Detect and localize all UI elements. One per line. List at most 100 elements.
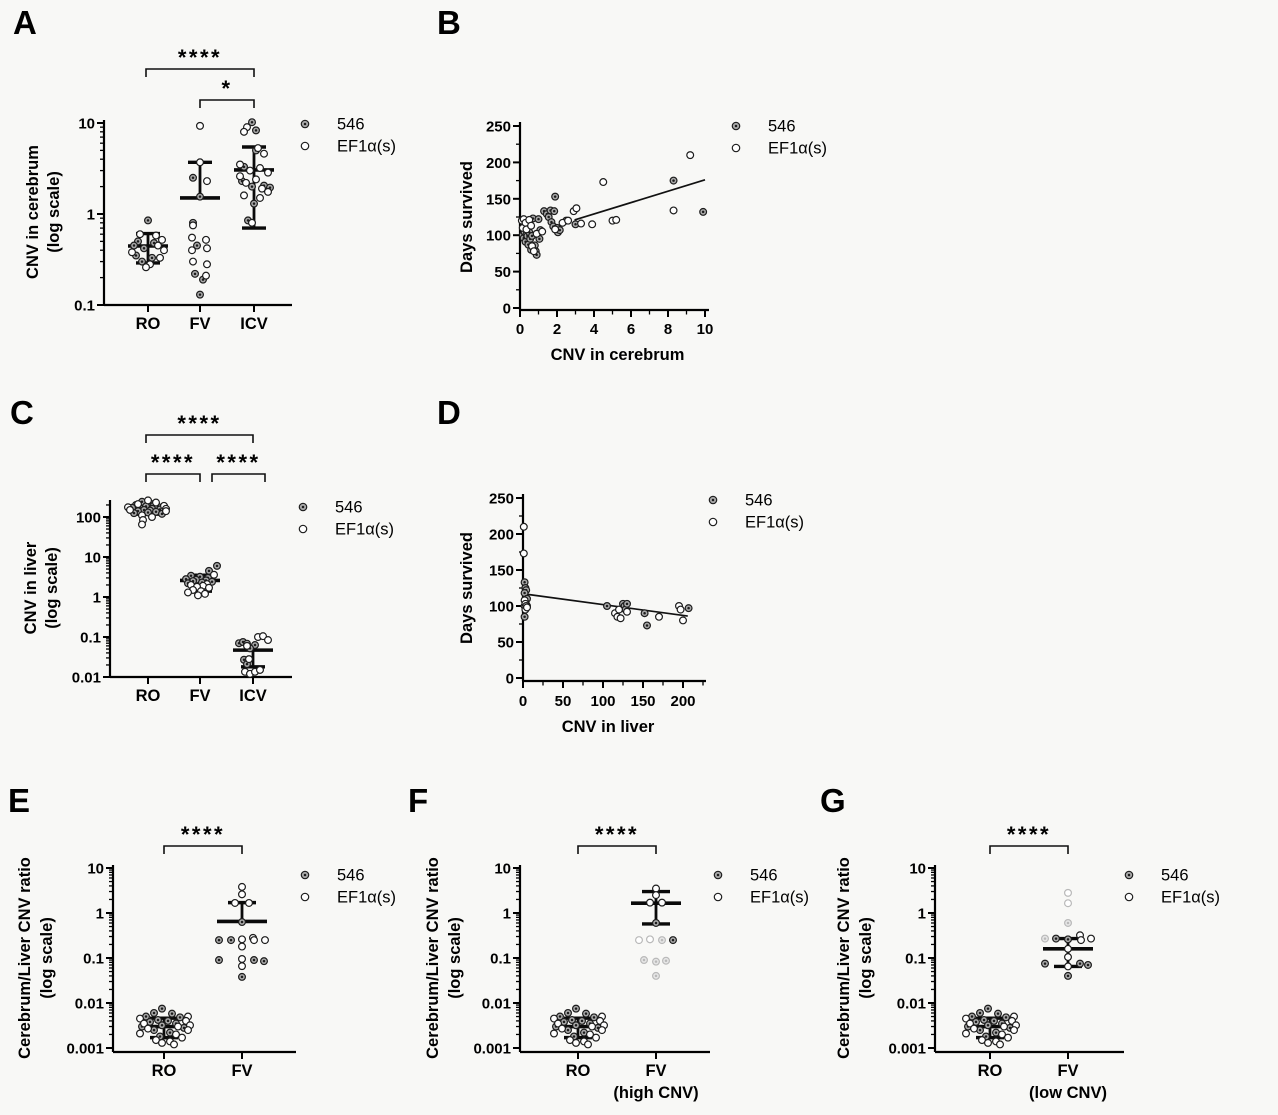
data-point-dot <box>1043 937 1047 940</box>
x-category-label: RO <box>152 1062 177 1080</box>
y-axis-title: Days survived <box>458 532 476 644</box>
data-point-dot <box>301 505 305 509</box>
data-point <box>203 244 212 253</box>
data-point <box>243 641 252 650</box>
y-axis-title: (log scale) <box>446 917 464 999</box>
data-point-dot <box>207 569 211 573</box>
data-point <box>1124 892 1134 902</box>
data-point-dot <box>552 209 556 213</box>
y-tick-label: 1 <box>93 590 101 607</box>
data-point-dot <box>146 219 150 222</box>
data-point <box>564 216 573 225</box>
x-category-label: RO <box>978 1062 1003 1080</box>
significance-stars: **** <box>177 411 221 436</box>
data-point-dot <box>191 176 195 180</box>
data-point <box>196 121 205 130</box>
data-point <box>170 1040 179 1049</box>
data-point <box>142 263 151 272</box>
data-point <box>245 655 254 664</box>
data-point-dot <box>146 511 150 514</box>
y-tick-label: 0.1 <box>905 951 926 968</box>
legend-label: EF1α(s) <box>750 889 809 907</box>
data-point <box>144 496 153 505</box>
data-point-dot <box>574 1024 578 1027</box>
data-point-dot <box>156 1018 160 1022</box>
y-axis-title: CNV in cerebrum <box>24 145 42 279</box>
x-tick-label: 6 <box>627 321 635 338</box>
data-point <box>300 892 310 902</box>
data-point-dot <box>523 580 526 584</box>
trend-line <box>574 179 706 221</box>
data-point <box>238 942 247 951</box>
data-point-dot <box>152 1028 156 1032</box>
panel-letter: E <box>8 782 30 819</box>
data-point <box>128 248 137 257</box>
y-tick-label: 0.001 <box>888 1041 926 1058</box>
data-point-dot <box>178 1016 182 1019</box>
data-point-dot <box>592 1016 596 1019</box>
x-category-label: RO <box>566 1062 591 1080</box>
y-tick-label: 200 <box>489 527 514 544</box>
data-point <box>616 614 625 623</box>
data-point-dot <box>136 240 140 243</box>
panel-letter: D <box>437 394 461 431</box>
x-axis-title: CNV in liver <box>562 718 655 736</box>
data-point-dot <box>523 591 526 595</box>
significance-stars: **** <box>178 45 222 70</box>
series-open <box>519 522 687 625</box>
y-tick-label: 0.1 <box>490 951 511 968</box>
y-axis-title: (log scale) <box>857 917 875 999</box>
x-category-label: ICV <box>240 315 268 333</box>
data-point <box>612 215 621 224</box>
data-point <box>261 936 270 945</box>
data-point-dot <box>198 293 202 296</box>
data-point <box>184 588 193 597</box>
data-point-dot <box>303 122 307 126</box>
x-category-label: FV <box>1057 1062 1078 1080</box>
data-point-dot <box>1127 873 1131 877</box>
data-point <box>238 955 247 964</box>
data-point <box>201 589 210 598</box>
data-point-dot <box>992 1019 996 1023</box>
y-axis-title: (log scale) <box>45 171 63 253</box>
data-point-dot <box>562 1020 566 1024</box>
data-point <box>152 231 161 240</box>
data-point-dot <box>250 185 254 188</box>
x-category-label: FV <box>645 1062 666 1080</box>
significance-bracket <box>199 99 255 108</box>
series-open <box>961 931 1095 1049</box>
data-point <box>527 221 536 230</box>
legend: 546 EF1α(s) <box>300 116 396 156</box>
data-point <box>202 271 211 280</box>
legend-label: 546 <box>337 867 365 885</box>
data-point <box>686 151 695 160</box>
data-point <box>252 175 261 184</box>
x-tick-label: 8 <box>664 321 672 338</box>
y-tick-label: 10 <box>494 861 511 878</box>
data-point <box>238 882 247 891</box>
data-point <box>196 158 205 167</box>
data-point-dot <box>144 1015 148 1018</box>
significance-bracket <box>577 845 657 854</box>
data-point-dot <box>198 195 202 198</box>
data-point-dot <box>671 938 675 942</box>
y-tick-label: 0 <box>506 671 514 688</box>
data-point <box>634 936 643 945</box>
data-point <box>654 612 663 621</box>
legend-label: EF1α(s) <box>1161 889 1220 907</box>
data-point-dot <box>134 254 138 257</box>
data-point-dot <box>245 662 249 666</box>
data-point <box>136 230 145 239</box>
data-point <box>1003 1033 1012 1042</box>
panel-B: B 250 200 150 100 50 0 Days survived 0 2 4 6 8 10 CNV … <box>437 4 827 364</box>
data-point <box>708 517 718 527</box>
data-point <box>522 603 531 612</box>
data-point <box>250 936 259 945</box>
panel-letter: G <box>820 782 846 819</box>
data-point-dot <box>158 1035 162 1038</box>
data-point <box>587 1022 596 1031</box>
data-point <box>172 1030 181 1039</box>
data-point-dot <box>580 1019 584 1023</box>
legend: 546 EF1α(s) <box>298 499 394 539</box>
